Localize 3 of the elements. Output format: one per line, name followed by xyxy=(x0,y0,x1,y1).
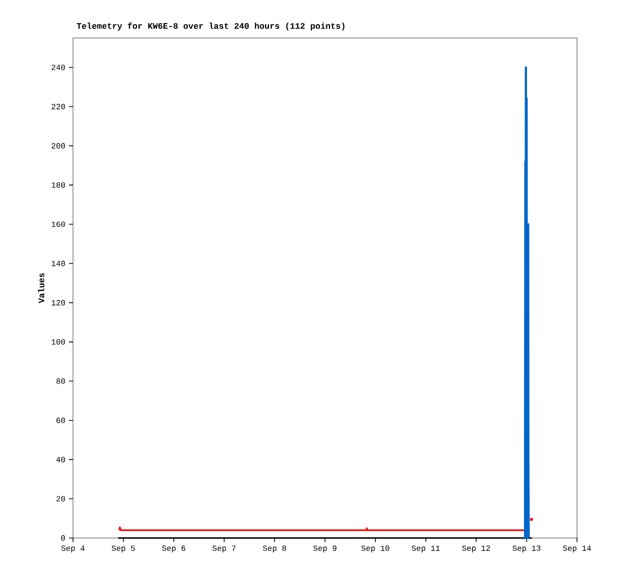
chart-title: Telemetry for KW6E-8 over last 240 hours (112 points) xyxy=(76,22,344,30)
line-series xyxy=(524,66,530,540)
y-axis-title: Values xyxy=(38,273,44,304)
